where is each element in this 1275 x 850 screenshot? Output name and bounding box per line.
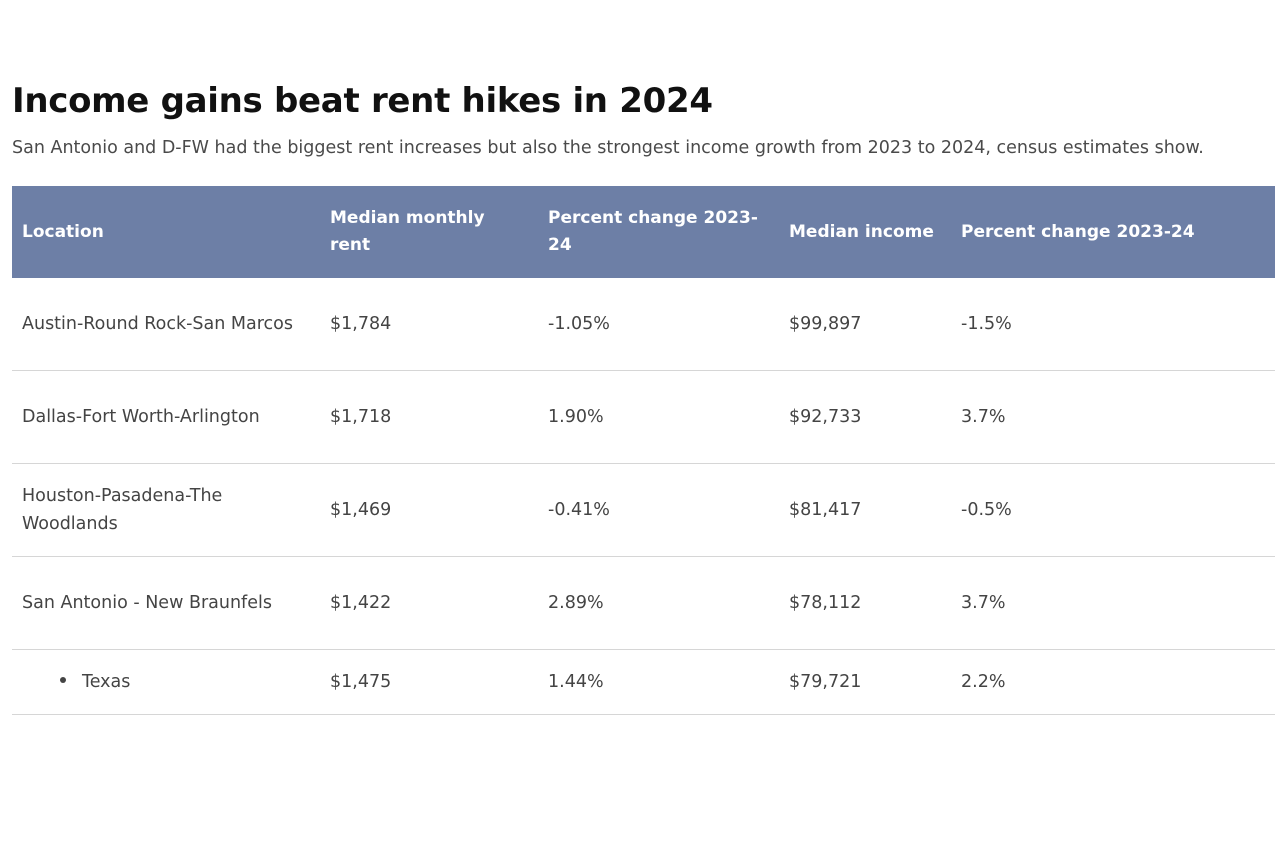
- location-label: Texas: [82, 672, 131, 692]
- table-row: Houston-Pasadena-The Woodlands $1,469 -0…: [12, 463, 1275, 557]
- bullet-icon: [60, 677, 66, 683]
- cell-location: Texas: [12, 649, 320, 715]
- header-median-income: Median income: [779, 186, 951, 278]
- chart-subtitle: San Antonio and D-FW had the biggest ren…: [12, 138, 1204, 158]
- cell-median-income: $92,733: [779, 370, 951, 464]
- cell-median-income: $78,112: [779, 556, 951, 650]
- cell-median-income: $81,417: [779, 463, 951, 557]
- table-row-total: Texas $1,475 1.44% $79,721 2.2%: [12, 649, 1275, 715]
- cell-rent-percent-change: 1.90%: [538, 370, 779, 464]
- cell-median-rent: $1,422: [320, 556, 538, 650]
- chart-title: Income gains beat rent hikes in 2024: [12, 81, 713, 121]
- table-body: Austin-Round Rock-San Marcos $1,784 -1.0…: [12, 278, 1275, 715]
- cell-median-income: $79,721: [779, 649, 951, 715]
- cell-rent-percent-change: -1.05%: [538, 278, 779, 371]
- cell-rent-percent-change: -0.41%: [538, 463, 779, 557]
- cell-median-rent: $1,718: [320, 370, 538, 464]
- cell-income-percent-change: 3.7%: [951, 556, 1275, 650]
- cell-location: Dallas-Fort Worth-Arlington: [12, 370, 320, 464]
- cell-income-percent-change: 2.2%: [951, 649, 1275, 715]
- cell-location: Houston-Pasadena-The Woodlands: [12, 463, 320, 557]
- table-header: Location Median monthly rent Percent cha…: [12, 186, 1275, 278]
- cell-median-rent: $1,784: [320, 278, 538, 371]
- header-income-percent-change: Percent change 2023-24: [951, 186, 1275, 278]
- header-rent-percent-change: Percent change 2023-24: [538, 186, 779, 278]
- cell-income-percent-change: -0.5%: [951, 463, 1275, 557]
- cell-location: San Antonio - New Braunfels: [12, 556, 320, 650]
- table-row: San Antonio - New Braunfels $1,422 2.89%…: [12, 556, 1275, 650]
- cell-median-rent: $1,475: [320, 649, 538, 715]
- table-row: Austin-Round Rock-San Marcos $1,784 -1.0…: [12, 278, 1275, 371]
- cell-income-percent-change: -1.5%: [951, 278, 1275, 371]
- cell-rent-percent-change: 2.89%: [538, 556, 779, 650]
- header-median-rent: Median monthly rent: [320, 186, 538, 278]
- cell-median-income: $99,897: [779, 278, 951, 371]
- header-location: Location: [12, 186, 320, 278]
- chart-container: Income gains beat rent hikes in 2024 San…: [12, 78, 1275, 715]
- cell-rent-percent-change: 1.44%: [538, 649, 779, 715]
- header-row: Location Median monthly rent Percent cha…: [12, 186, 1275, 278]
- cell-location: Austin-Round Rock-San Marcos: [12, 278, 320, 371]
- table-row: Dallas-Fort Worth-Arlington $1,718 1.90%…: [12, 370, 1275, 464]
- cell-income-percent-change: 3.7%: [951, 370, 1275, 464]
- cell-median-rent: $1,469: [320, 463, 538, 557]
- data-table: Location Median monthly rent Percent cha…: [12, 186, 1275, 715]
